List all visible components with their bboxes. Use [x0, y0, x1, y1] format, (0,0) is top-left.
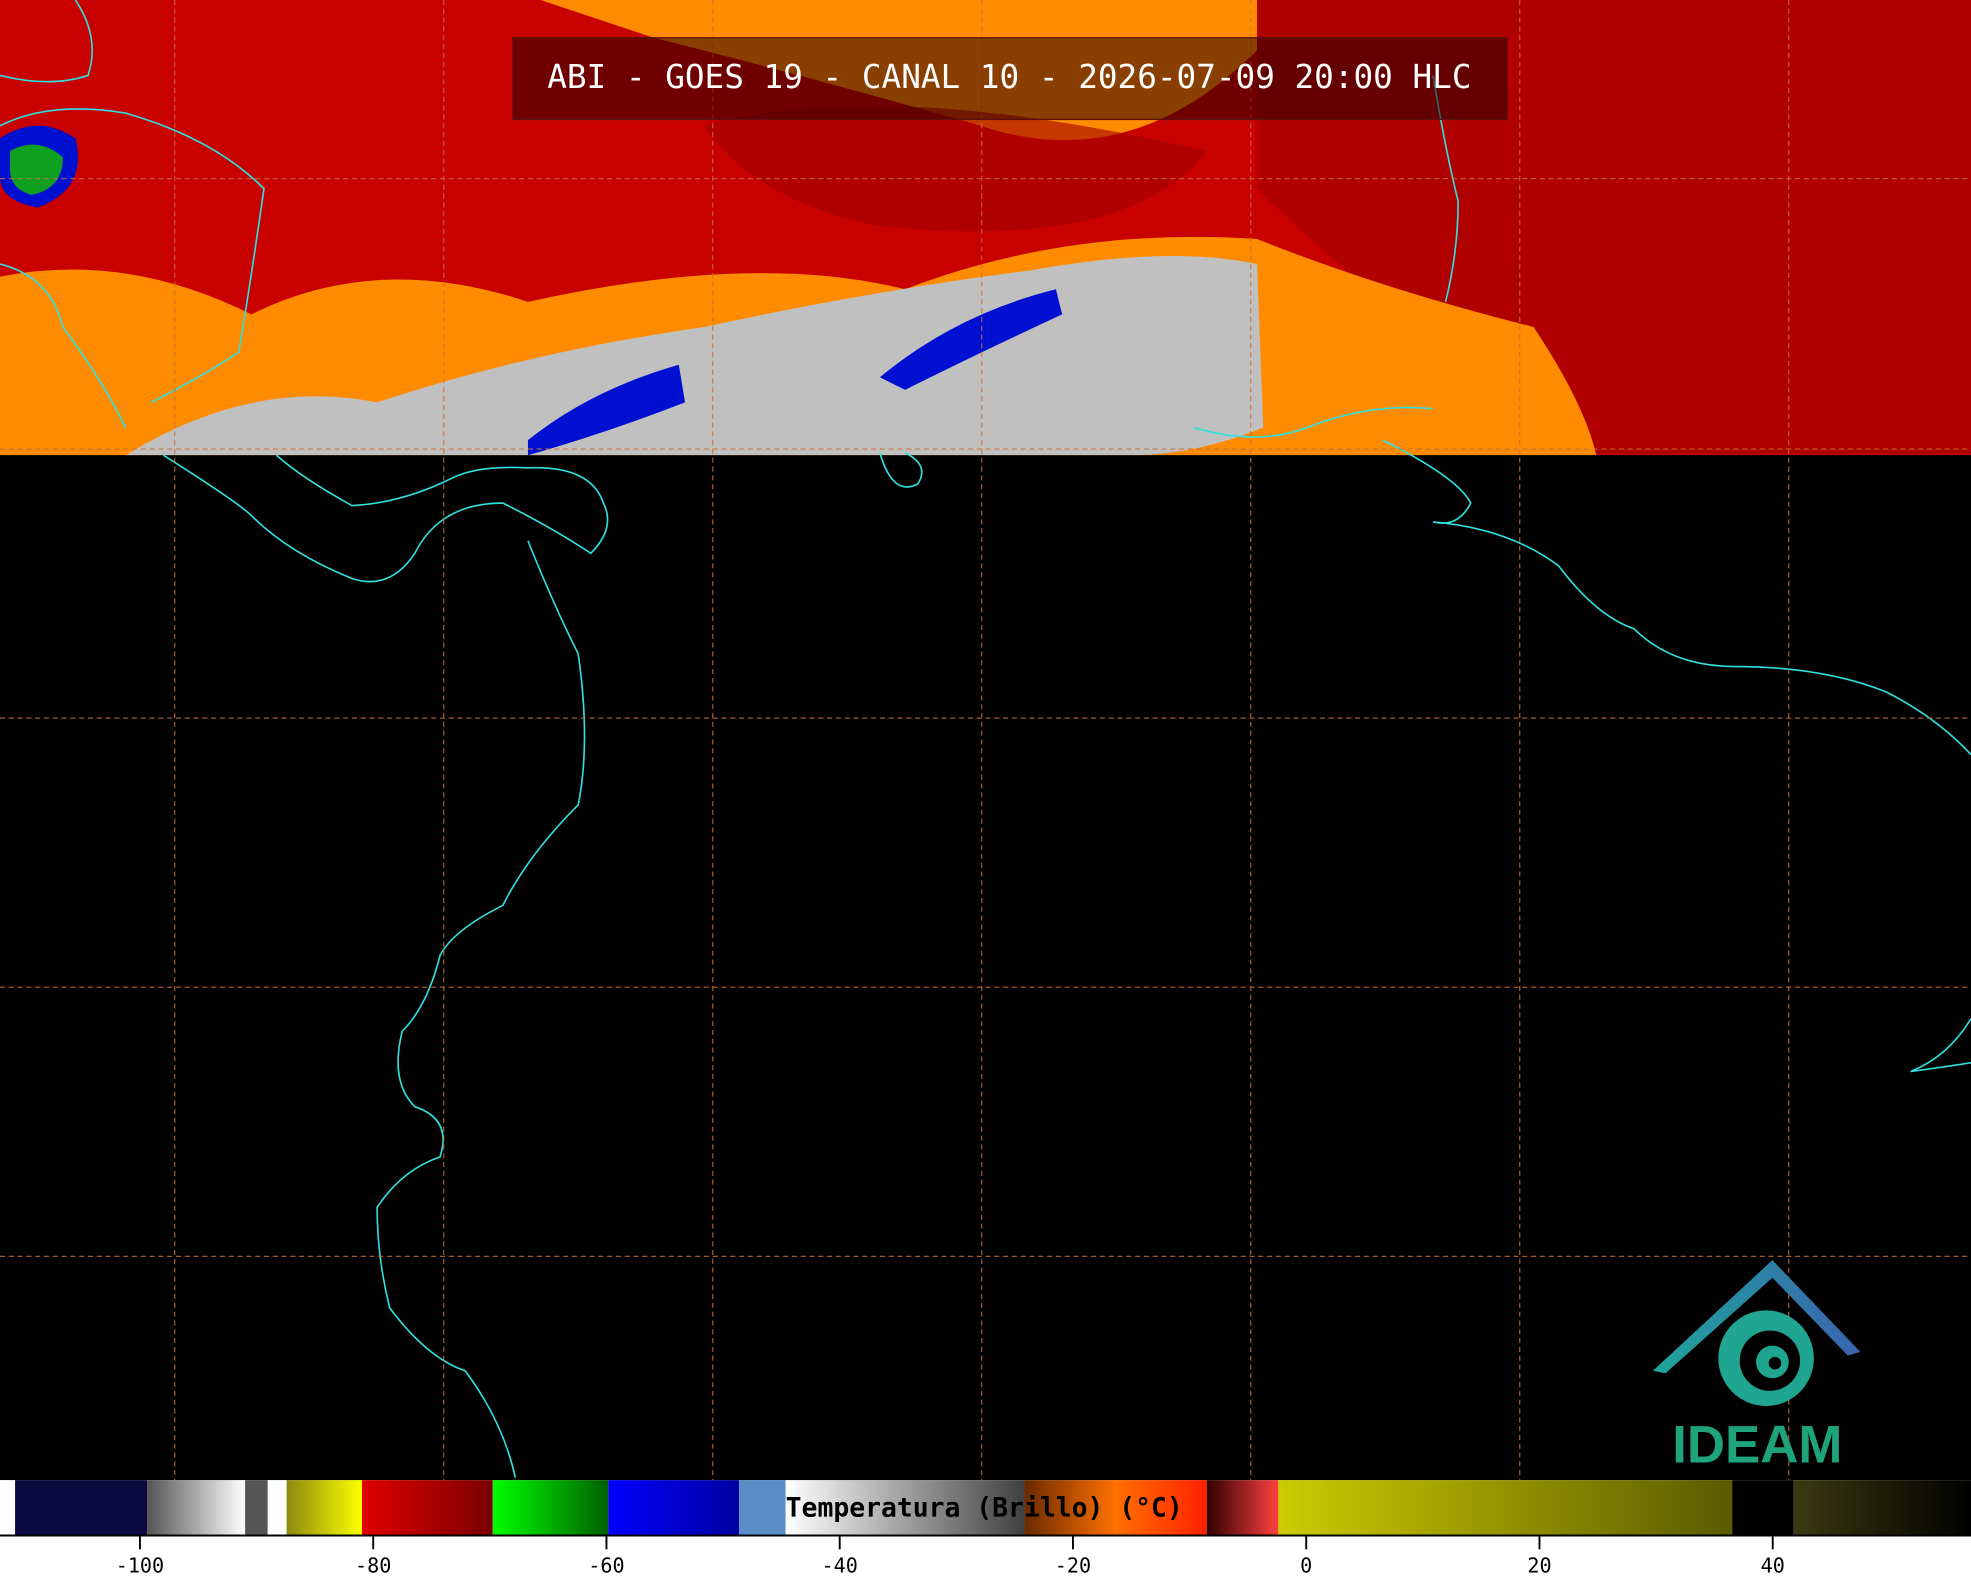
colorbar-tick-label: -60: [588, 1553, 624, 1577]
colorbar-tick-label: 40: [1761, 1553, 1785, 1577]
graticule: [0, 0, 1971, 1481]
logo: IDEAM: [1652, 1260, 1861, 1475]
colorbar-tick-label: -40: [822, 1553, 858, 1577]
colorbar-tick-label: 0: [1300, 1553, 1312, 1577]
colorbar-tick-label: -80: [355, 1553, 391, 1577]
colorbar-tick-label: 20: [1527, 1553, 1551, 1577]
coastlines: [0, 0, 1971, 1478]
title-box: [512, 37, 1508, 121]
colorbar: [0, 1480, 1971, 1536]
colorbar-label: Temperatura (Brillo) (°C): [786, 1493, 1183, 1524]
cloud-field: [0, 0, 1971, 456]
title: ABI - GOES 19 - CANAL 10 - 2026-07-09 20…: [547, 58, 1471, 96]
colorbar-tick-label: -20: [1055, 1553, 1091, 1577]
logo-text: IDEAM: [1672, 1416, 1842, 1475]
colorbar-tick-label: -100: [116, 1553, 164, 1577]
